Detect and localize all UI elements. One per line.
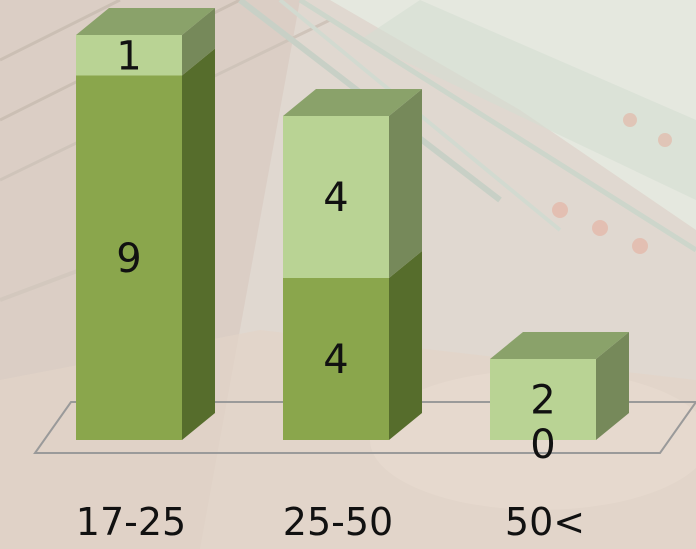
bars-group: 9 1 4 4 02	[76, 8, 629, 468]
bar-segment-50<-s2	[490, 359, 596, 440]
category-label-3: 50<	[505, 500, 585, 544]
bar-side-25-50-s1	[389, 251, 422, 440]
data-label-50<-s1: 0	[530, 422, 555, 468]
bar-segment-25-50-s2	[283, 116, 389, 278]
bar-segment-25-50-s1	[283, 278, 389, 440]
bar-top-25-50	[283, 89, 422, 116]
bar-side-50<-s2	[596, 332, 629, 440]
bar-side-17-25-s1	[182, 48, 215, 440]
chart-floor-plane	[33, 401, 696, 454]
bar-top-50<	[490, 332, 629, 359]
category-label-2: 25-50	[283, 500, 393, 544]
bar-segment-17-25-s1	[76, 75, 182, 440]
data-label-25-50-s2: 4	[323, 175, 348, 221]
data-label-17-25-s1: 9	[116, 236, 141, 282]
bar-segment-17-25-s2	[76, 35, 182, 76]
bar-side-25-50-s2	[389, 89, 422, 278]
data-label-25-50-s1: 4	[323, 337, 348, 383]
category-label-1: 17-25	[76, 500, 186, 544]
bar-side-17-25-s2	[182, 8, 215, 76]
data-label-17-25-s2: 1	[116, 34, 141, 80]
bar-top-17-25	[76, 8, 215, 35]
data-label-50<-s2: 2	[530, 378, 555, 424]
category-labels-group: 17-25 25-50 50<	[76, 500, 585, 544]
